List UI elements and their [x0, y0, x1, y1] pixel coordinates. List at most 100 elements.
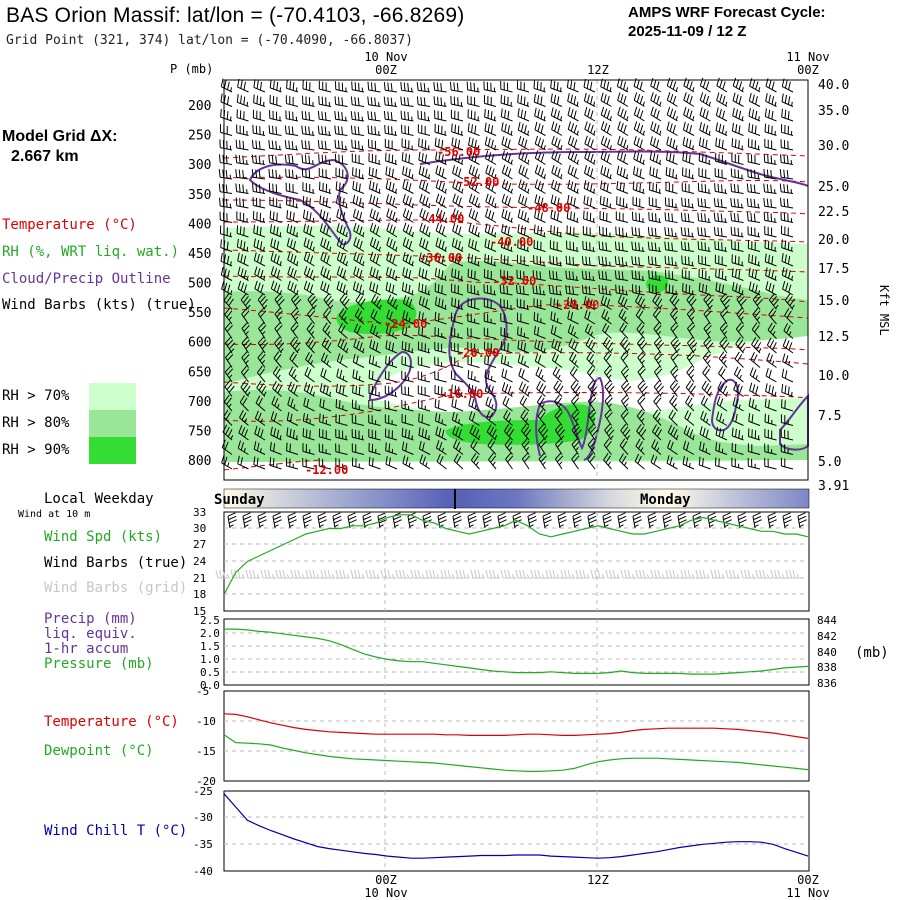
wind-barb [716, 92, 728, 107]
wind-barb [303, 382, 315, 397]
rh-key-label-70: RH > 70% [2, 388, 70, 404]
wind-barb [682, 283, 695, 296]
wind-barb [500, 327, 513, 339]
temperature-contour-label: -32.00 [493, 274, 536, 288]
label-wind-chill: Wind Chill T (°C) [44, 823, 188, 839]
wind-barb [550, 209, 563, 223]
wind-barb [534, 339, 546, 354]
wind-barb [534, 135, 546, 151]
wind-barb [664, 212, 678, 223]
wind-barb [241, 351, 250, 368]
wind-barb [434, 137, 447, 151]
wind-barb [467, 327, 480, 339]
wind-barb [307, 293, 318, 310]
wind-barb [220, 266, 233, 281]
wind-barb [239, 410, 249, 426]
wind-barb [566, 79, 579, 93]
wind-barb [517, 326, 530, 339]
wind-barb [285, 196, 299, 209]
wind-barb [731, 427, 744, 441]
wind-barb [681, 269, 695, 281]
wind-barb [319, 398, 332, 412]
wind-barb [665, 151, 678, 165]
wind-barb [435, 193, 447, 209]
wind-barb [450, 356, 464, 368]
wind-barb [320, 266, 332, 281]
label-dewpoint: Dewpoint (°C) [44, 743, 154, 759]
wind-barb [301, 168, 315, 180]
wind-barb [534, 179, 546, 194]
wind-barb [500, 354, 513, 368]
wind-barb [534, 107, 546, 122]
wind-barb [780, 211, 794, 223]
wind-barb [219, 211, 233, 223]
wind-barb [284, 154, 299, 165]
wind-barb [617, 121, 629, 136]
wind-barb [451, 151, 464, 165]
wind-barb [648, 283, 662, 296]
wind-barb [503, 409, 513, 426]
wind-barb [781, 78, 794, 93]
wind-barb [452, 165, 464, 180]
wind-barb [731, 254, 744, 267]
wind-barb [636, 409, 645, 426]
wind-barb [286, 412, 299, 426]
wind-barb [435, 426, 447, 441]
wind-barb [237, 455, 249, 470]
wind-barb [218, 183, 233, 194]
wind-barb [763, 183, 777, 194]
wind-barb [452, 193, 464, 209]
wind-barb [650, 77, 662, 93]
wind-speed-line [223, 514, 809, 595]
grid-wind-barb [290, 569, 305, 579]
wind-barb [385, 281, 398, 296]
wind-barb [287, 251, 299, 267]
wind-barb [419, 222, 431, 238]
wind-barb [334, 153, 348, 165]
wind-barb [452, 222, 464, 238]
wind-barb [468, 238, 480, 252]
wind-barb [517, 121, 530, 136]
wind-barb [633, 150, 645, 165]
wind-barb [697, 182, 711, 194]
panel-tick: 2.0 [200, 627, 220, 640]
temperature-contour-label: -20.00 [456, 346, 499, 360]
true-wind-barb [602, 512, 612, 529]
wind-barb [767, 322, 777, 339]
wind-barb [401, 414, 414, 426]
wind-barb [732, 107, 744, 122]
wind-barb [401, 325, 414, 339]
wind-barb [500, 238, 513, 252]
wind-barb [384, 428, 398, 441]
true-wind-barb [452, 512, 462, 529]
wind-barb [450, 95, 464, 107]
wind-barb [352, 208, 365, 223]
wind-barb [714, 183, 728, 194]
wind-barb [257, 336, 269, 354]
date-label: 10 Nov [364, 50, 408, 64]
cloud-outline [248, 158, 352, 246]
wind-barb [485, 193, 497, 209]
true-wind-barb [332, 512, 342, 529]
wind-barb [587, 438, 596, 455]
wind-barb [600, 135, 612, 151]
wind-barb [635, 294, 646, 310]
pressure-tick-label: 250 [188, 129, 211, 144]
wind-barb [717, 381, 729, 397]
wind-barb [435, 208, 447, 223]
wind-barb [518, 381, 530, 397]
wind-barb [719, 336, 730, 354]
wind-barb [434, 341, 447, 354]
wind-barb [336, 266, 348, 281]
wind-barb [683, 440, 695, 455]
wind-barb [736, 307, 745, 325]
wind-barb [367, 96, 381, 107]
wind-barb [602, 337, 614, 354]
wind-barb [485, 396, 497, 412]
grid-wind-barb [560, 569, 575, 579]
wind-barb [369, 251, 381, 267]
wind-barb [685, 380, 696, 397]
height-tick-label: 3.91 [818, 479, 849, 494]
wind-barb [746, 212, 761, 223]
wind-barb [604, 409, 613, 426]
